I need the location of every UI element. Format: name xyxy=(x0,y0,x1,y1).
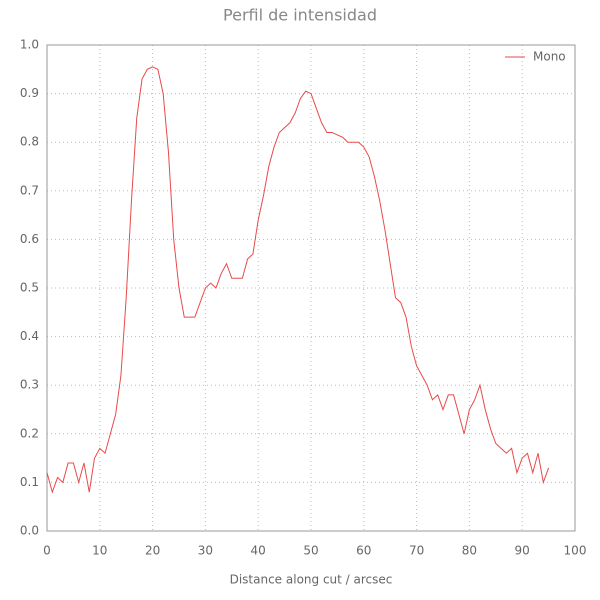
y-tick-label: 0.4 xyxy=(20,329,39,343)
y-tick-label: 0.6 xyxy=(20,232,39,246)
x-tick-label: 90 xyxy=(515,544,530,558)
y-tick-label: 0.5 xyxy=(20,281,39,295)
y-tick-label: 0.8 xyxy=(20,135,39,149)
x-tick-label: 30 xyxy=(198,544,213,558)
y-tick-label: 0.7 xyxy=(20,183,39,197)
plot-frame xyxy=(46,44,576,532)
y-tick-label: 0.3 xyxy=(20,378,39,392)
x-tick-label: 50 xyxy=(303,544,318,558)
data-line xyxy=(46,66,550,494)
y-tick-label: 0.0 xyxy=(20,524,39,538)
x-tick-label: 80 xyxy=(462,544,477,558)
y-tick-label: 1.0 xyxy=(20,38,39,52)
x-tick-label: 100 xyxy=(564,544,587,558)
x-tick-label: 20 xyxy=(145,544,160,558)
legend-label: Mono xyxy=(533,50,566,64)
y-tick-label: 0.9 xyxy=(20,86,39,100)
x-axis-label: Distance along cut / arcsec xyxy=(230,573,393,587)
chart-title: Perfil de intensidad xyxy=(223,6,377,25)
x-tick-label: 40 xyxy=(251,544,266,558)
y-tick-label: 0.2 xyxy=(20,426,39,440)
x-tick-label: 70 xyxy=(409,544,424,558)
y-tick-label: 0.1 xyxy=(20,475,39,489)
x-tick-label: 10 xyxy=(92,544,107,558)
x-tick-label: 60 xyxy=(356,544,371,558)
x-tick-label: 0 xyxy=(43,544,51,558)
